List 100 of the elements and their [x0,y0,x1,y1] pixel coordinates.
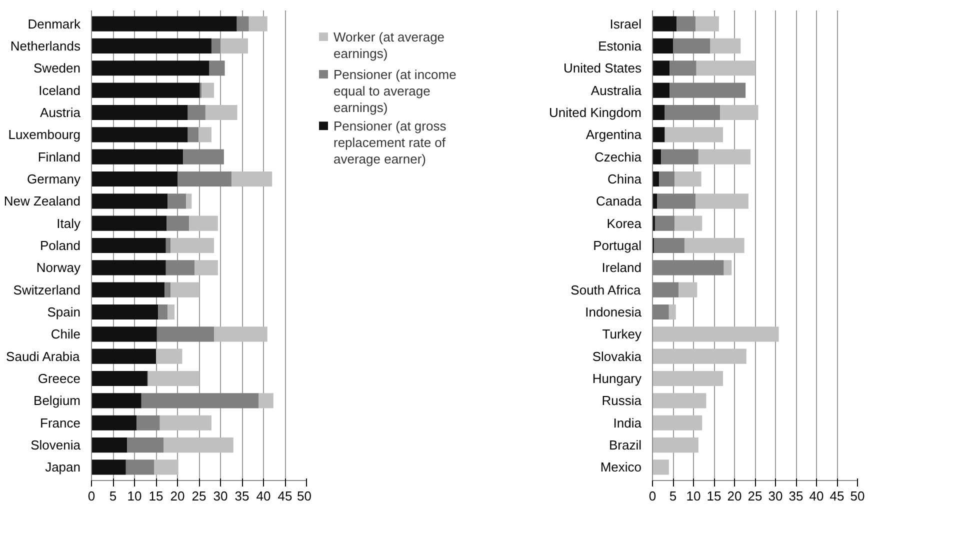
bar [664,127,724,142]
x-tick-label: 15 [148,488,164,504]
bar [92,415,137,430]
bar [674,171,702,187]
legend-label: Pensioner (at income equal to average earnings) [334,66,456,115]
bar [678,282,698,298]
bar [166,238,171,254]
bar [92,326,157,342]
y-tick-label: Japan [45,460,80,475]
bar [92,194,168,209]
x-tick-label: 50 [297,488,312,504]
bar [652,348,746,364]
bar [724,260,732,276]
y-tick-label: Austria [40,104,82,120]
bar [188,104,206,120]
bar [92,260,166,276]
y-tick-label: Belgium [34,393,80,408]
x-tick-label: 45 [278,488,292,504]
bar [92,393,142,408]
bar [220,38,248,54]
bar [164,282,171,298]
x-tick-label: 0 [648,488,656,504]
y-tick-label: Israel [610,16,642,32]
bar [652,326,779,342]
y-tick-label: Argentina [586,127,642,142]
bar [652,393,706,408]
x-tick-label: 40 [809,488,824,504]
bar [178,171,232,187]
bar [92,60,210,76]
x-tick-label: 20 [727,488,742,504]
x-tick-label: 35 [788,488,804,504]
bar [92,304,158,320]
y-tick-label: Germany [27,171,81,186]
y-tick-label: Luxembourg [8,127,81,142]
bar [654,216,675,231]
bar [248,16,268,32]
bar [652,60,670,76]
bar [652,16,677,32]
x-tick-label: 30 [768,488,783,504]
bar [92,216,167,231]
bar [236,16,249,32]
bar [657,194,696,209]
bar [183,149,224,164]
bar [659,171,675,187]
bar [92,82,200,98]
bar [652,104,665,120]
bar [202,82,214,98]
bar [160,415,212,430]
y-tick-label: Italy [56,216,81,231]
bar [166,216,190,231]
bar [652,415,702,430]
bar [189,216,218,231]
bar [676,16,696,32]
bar [205,104,238,120]
bar [652,437,698,453]
y-tick-label: Iceland [38,82,80,98]
bar [126,460,154,475]
x-tick-label: 30 [213,488,228,504]
y-tick-label: Chile [50,326,80,342]
bar [194,260,218,276]
bar [661,149,698,164]
bar [696,194,748,209]
y-tick-label: Greece [38,371,81,386]
x-tick-label: 5 [669,488,677,504]
y-tick-label: Ireland [602,260,642,276]
y-tick-label: Finland [38,149,81,164]
bar [166,260,195,276]
bar [698,149,750,164]
y-tick-label: South Africa [570,282,642,298]
y-tick-label: China [608,171,642,186]
bar [164,437,234,453]
y-tick-label: Korea [606,216,642,231]
bar [92,38,212,54]
x-tick-label: 0 [88,488,96,504]
bar [652,38,673,54]
bar [92,238,166,254]
bar [684,238,744,254]
bar [141,393,259,408]
legend-label: Worker (at average earnings) [334,29,445,61]
bar [92,370,148,386]
bar [696,60,756,76]
bar [92,460,126,475]
bar [198,127,212,142]
bar [136,415,160,430]
y-tick-label: United States [563,60,642,76]
bar [92,104,188,120]
x-tick-label: 50 [850,488,865,504]
x-tick-label: 25 [748,488,762,504]
y-tick-label: Portugal [593,238,642,253]
bar [652,149,662,164]
bar [188,127,199,142]
bar [720,104,758,120]
bar [214,326,268,342]
y-tick-label: Denmark [28,16,81,32]
y-tick-label: Hungary [592,371,642,386]
bar [652,370,724,386]
bar [170,238,214,254]
y-tick-label: Canada [596,194,642,209]
bar [154,460,178,475]
y-tick-label: Slovakia [592,348,642,364]
